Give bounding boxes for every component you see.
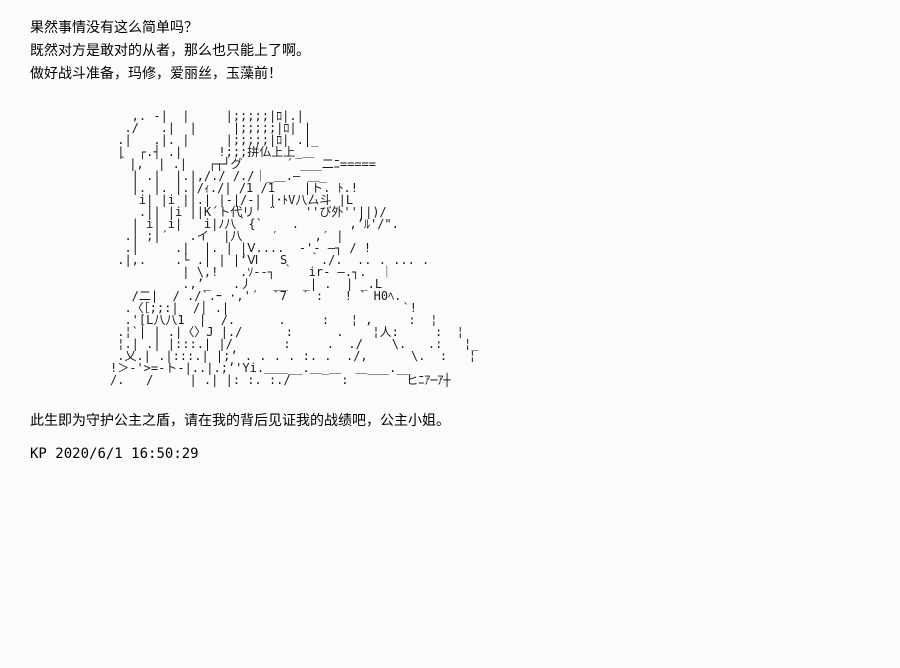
dialogue-line-2: 既然对方是敢对的从者，那么也只能上了啊。 [30, 41, 870, 62]
post-date: 2020/6/1 [55, 446, 122, 462]
author-name: KP [30, 446, 47, 462]
post-signature: KP 2020/6/1 16:50:29 [30, 444, 870, 465]
bottom-dialogue: 此生即为守护公主之盾，请在我的背后见证我的战绩吧，公主小姐。 [30, 411, 870, 432]
post-time: 16:50:29 [131, 446, 198, 462]
ascii-art-character: ,. -| | |;;;;;|ﾛ|.| ./ .| | |;;;;;|ﾛ| | … [110, 110, 870, 386]
dialogue-line-1: 果然事情没有这么简单吗？ [30, 18, 870, 39]
dialogue-line-3: 做好战斗准备，玛修，爱丽丝，玉藻前！ [30, 64, 870, 85]
